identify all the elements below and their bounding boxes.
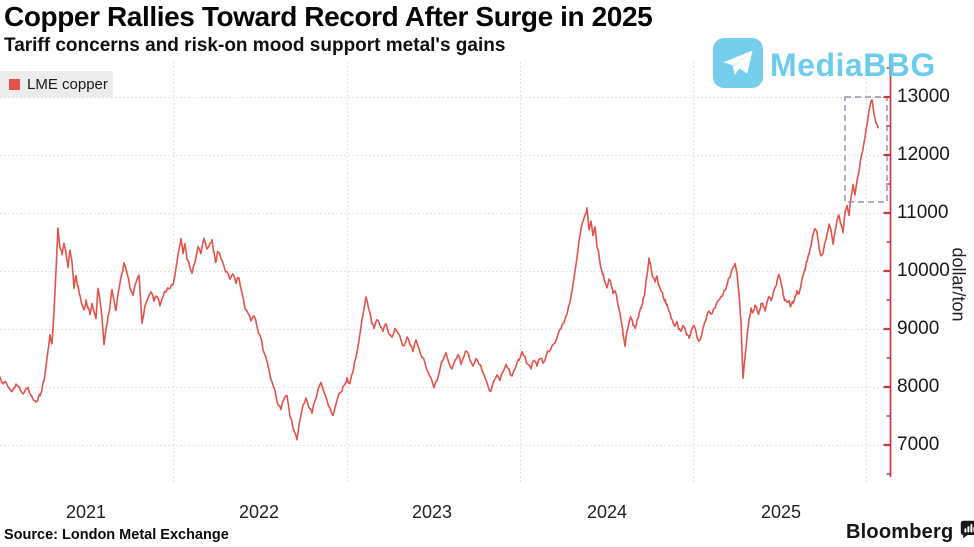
y-tick-label: 12000 — [897, 144, 950, 165]
x-tick-label: 2022 — [238, 502, 280, 522]
legend-swatch — [9, 78, 20, 90]
y-tick-label: 7000 — [897, 434, 940, 455]
x-tick-label: 2024 — [586, 502, 628, 522]
x-tick-label: 2023 — [411, 502, 453, 522]
brand-wordmark: Bloomberg — [846, 520, 954, 543]
page-subtitle: Tariff concerns and risk-on mood support… — [4, 35, 506, 56]
legend: LME copper — [0, 71, 113, 97]
highlight-box — [844, 96, 888, 203]
source-note: Source: London Metal Exchange — [4, 527, 229, 543]
x-tick-label: 2025 — [760, 502, 802, 522]
y-tick-label: 11000 — [897, 202, 949, 223]
brand-logo: Bloomberg — [846, 520, 974, 544]
y-tick-label: 9000 — [897, 318, 940, 339]
page-title: Copper Rallies Toward Record After Surge… — [4, 1, 653, 32]
legend-label: LME copper — [27, 75, 108, 93]
price-line — [0, 99, 879, 441]
y-tick-label: 13000 — [897, 86, 950, 107]
y-tick-label: 10000 — [897, 260, 950, 281]
bloomberg-terminal-icon — [960, 520, 974, 544]
x-tick-label: 2021 — [65, 502, 107, 522]
y-tick-label: 8000 — [897, 376, 940, 397]
